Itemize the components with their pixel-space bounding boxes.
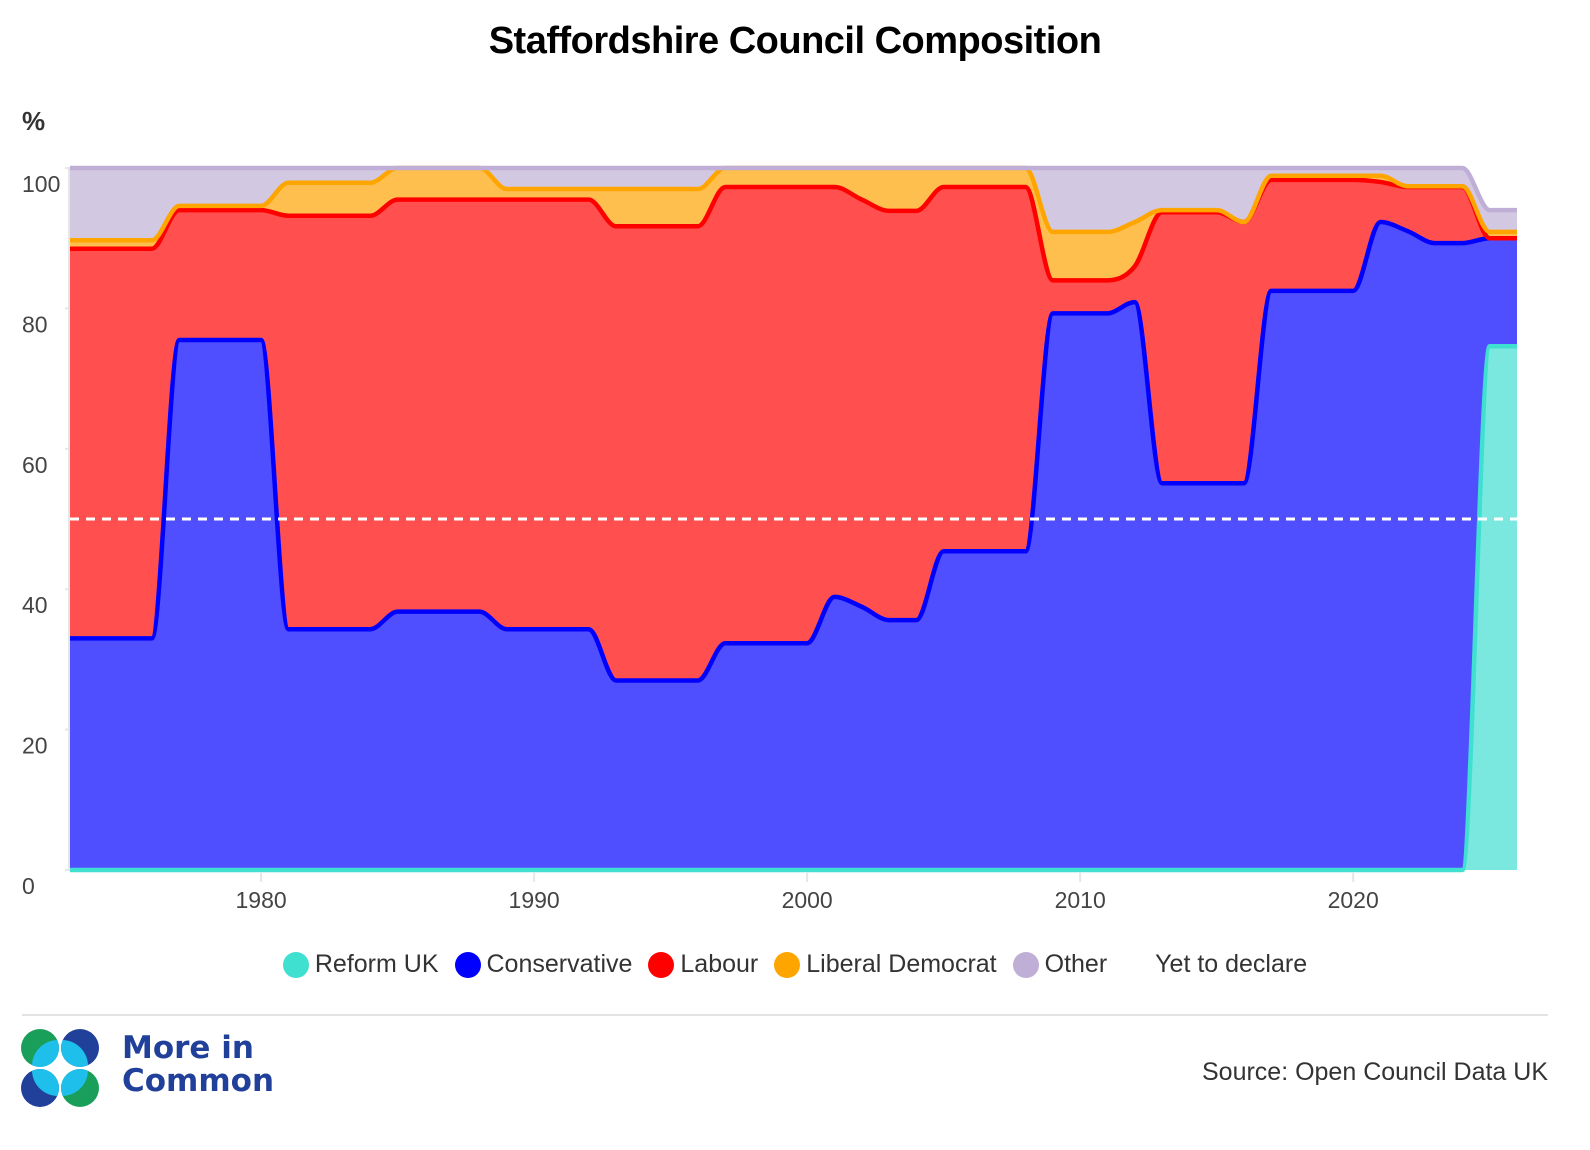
logo-text-line2: Common: [122, 1063, 275, 1099]
logo-text: More in Common: [122, 1032, 274, 1098]
legend-swatch-icon: [1012, 951, 1039, 978]
y-tick-label: 40: [22, 592, 48, 618]
y-tick-label: 80: [22, 311, 48, 337]
chart-title: Staffordshire Council Composition: [488, 20, 1102, 62]
y-tick-label: 60: [22, 452, 48, 478]
area-labour: [70, 179, 1517, 681]
x-tick-label: 1980: [236, 887, 287, 913]
legend-swatch-icon: [282, 951, 309, 978]
legend-label: Yet to declare: [1155, 950, 1308, 978]
legend-item[interactable]: Liberal Democrat: [774, 950, 997, 979]
line-labour: [70, 177, 1517, 283]
y-axis-ticks: 0 20 40 60 80 100: [22, 171, 60, 899]
area-other: [70, 168, 1517, 241]
x-tick-label: 2000: [782, 887, 833, 913]
legend-swatch-icon: [648, 951, 675, 978]
legend-item[interactable]: Reform UK: [282, 950, 439, 979]
line-reform-uk: [70, 344, 1517, 873]
x-tick-label: 2020: [1328, 887, 1379, 913]
y-tick-label: 100: [22, 171, 60, 197]
legend-item[interactable]: Yet to declare: [1123, 950, 1307, 979]
chart-plot: 0 20 40 60 80 100 1980 1990 2000 2010 2020: [22, 165, 1518, 913]
line-conservative: [70, 219, 1517, 683]
y-tick-label: 20: [22, 733, 48, 759]
legend-swatch-icon: [454, 951, 481, 978]
legend-item[interactable]: Labour: [648, 950, 758, 979]
area-liberal-democrat: [70, 168, 1517, 281]
area-conservative: [70, 222, 1517, 870]
legend-item[interactable]: Other: [1012, 950, 1108, 979]
line-other: [70, 165, 1518, 213]
y-axis-unit: %: [22, 106, 46, 136]
source-note: Source: Open Council Data UK: [1201, 1058, 1548, 1086]
more-in-common-logo-icon: [21, 1029, 99, 1107]
grid-lines: [65, 167, 70, 871]
legend-label: Reform UK: [314, 950, 439, 978]
x-tick-label: 1990: [509, 887, 560, 913]
legend-swatch-icon: [1123, 951, 1150, 978]
x-axis-ticks: 1980 1990 2000 2010 2020: [236, 872, 1379, 913]
x-tick-label: 2010: [1055, 887, 1106, 913]
series-lines: [70, 165, 1518, 873]
legend-label: Liberal Democrat: [806, 950, 997, 978]
legend-swatch-icon: [774, 951, 801, 978]
footer-divider: [22, 1014, 1548, 1016]
legend: Reform UK Conservative Labour Liberal Democ…: [0, 950, 1590, 979]
area-series: [70, 168, 1517, 871]
legend-item[interactable]: Conservative: [454, 950, 633, 979]
legend-label: Labour: [680, 950, 759, 978]
logo-text-line1: More in: [122, 1030, 254, 1066]
y-tick-label: 0: [22, 873, 35, 899]
legend-label: Conservative: [486, 950, 633, 978]
legend-label: Other: [1044, 950, 1108, 978]
